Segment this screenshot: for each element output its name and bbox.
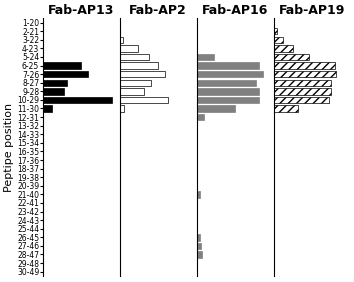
Bar — [274, 88, 331, 94]
Bar — [197, 71, 263, 77]
Bar — [274, 71, 336, 77]
Bar — [43, 71, 88, 77]
Bar — [197, 243, 201, 249]
Bar — [197, 97, 259, 103]
Bar — [274, 80, 331, 86]
Bar — [43, 62, 81, 69]
Bar — [197, 54, 215, 60]
Bar — [43, 105, 52, 112]
Bar — [120, 80, 151, 86]
Title: Fab-AP2: Fab-AP2 — [129, 4, 187, 17]
Bar — [197, 191, 200, 198]
Bar — [197, 88, 259, 94]
Bar — [43, 97, 112, 103]
Bar — [274, 28, 277, 34]
Bar — [120, 105, 124, 112]
Bar — [43, 88, 64, 94]
Title: Fab-AP19: Fab-AP19 — [279, 4, 345, 17]
Bar — [120, 97, 169, 103]
Bar — [274, 62, 335, 69]
Bar — [120, 71, 165, 77]
Bar — [274, 37, 282, 43]
Bar — [274, 54, 309, 60]
Bar — [43, 80, 67, 86]
Y-axis label: Peptipe position: Peptipe position — [4, 103, 14, 192]
Bar — [197, 62, 259, 69]
Title: Fab-AP16: Fab-AP16 — [202, 4, 268, 17]
Bar — [120, 62, 158, 69]
Bar — [197, 114, 204, 120]
Bar — [197, 251, 202, 258]
Title: Fab-AP13: Fab-AP13 — [48, 4, 114, 17]
Bar — [120, 88, 144, 94]
Bar — [274, 45, 293, 52]
Bar — [120, 45, 137, 52]
Bar — [197, 80, 256, 86]
Bar — [274, 105, 298, 112]
Bar — [274, 97, 329, 103]
Bar — [197, 105, 235, 112]
Bar — [197, 234, 200, 241]
Bar — [120, 37, 123, 43]
Bar — [120, 54, 149, 60]
